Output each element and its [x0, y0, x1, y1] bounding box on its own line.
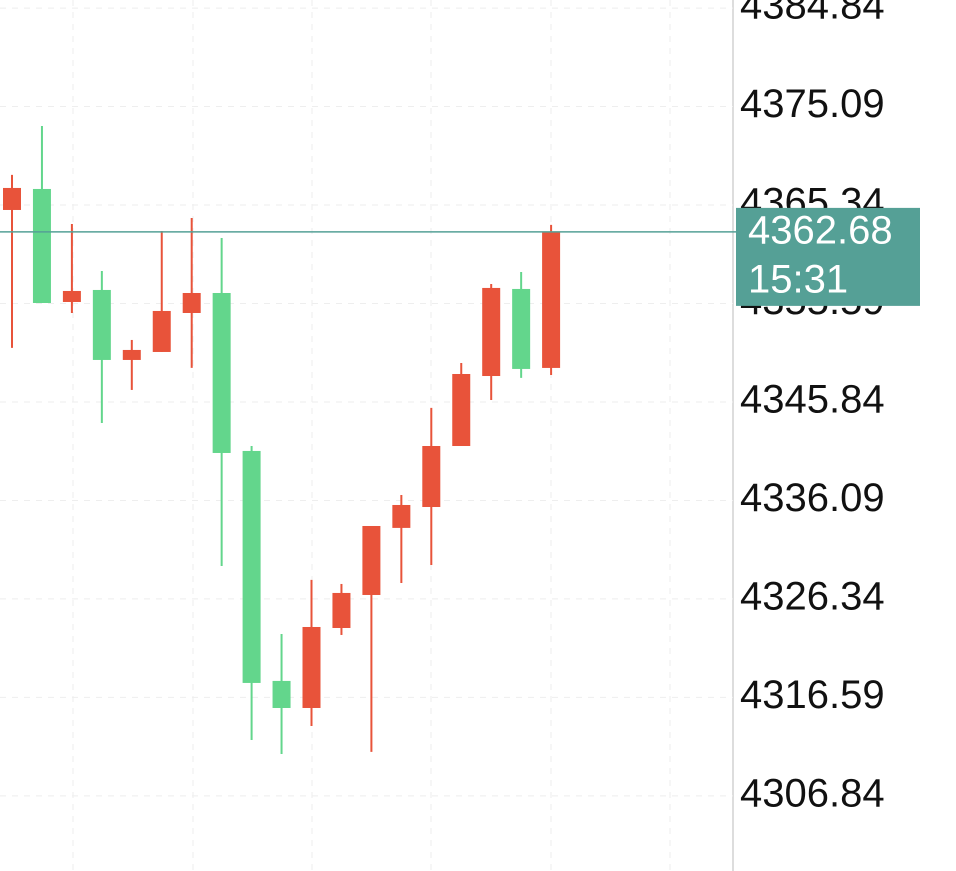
candle-body — [422, 446, 441, 508]
candle-body — [62, 290, 81, 302]
y-tick-label: 4336.09 — [740, 476, 885, 520]
y-tick-label: 4326.34 — [740, 574, 885, 618]
candle-body — [122, 349, 141, 360]
candle-body — [392, 504, 411, 528]
candle-body — [542, 231, 561, 368]
y-tick-label: 4345.84 — [740, 378, 885, 422]
candle-body — [242, 450, 261, 683]
candle-body — [512, 288, 531, 369]
candle-body — [212, 292, 231, 453]
y-tick-label: 4384.84 — [740, 0, 885, 28]
last-price-label: 4362.68 — [748, 208, 893, 252]
candle-body — [332, 592, 351, 629]
candle-body — [452, 373, 471, 447]
candle-body — [3, 187, 21, 210]
candle-body — [302, 626, 321, 708]
candle-body — [152, 310, 171, 352]
candle-body — [272, 680, 291, 708]
y-tick-label: 4306.84 — [740, 771, 885, 815]
y-tick-label: 4375.09 — [740, 82, 885, 126]
last-price-box — [736, 207, 920, 306]
candle-body — [32, 188, 51, 303]
vertical-grid — [72, 0, 671, 871]
candle-body — [182, 292, 201, 313]
candle-body — [482, 287, 501, 377]
y-tick-label: 4316.59 — [740, 673, 885, 717]
candle-body — [362, 525, 381, 595]
last-time-label: 15:31 — [748, 257, 848, 301]
candle-body — [92, 289, 111, 360]
